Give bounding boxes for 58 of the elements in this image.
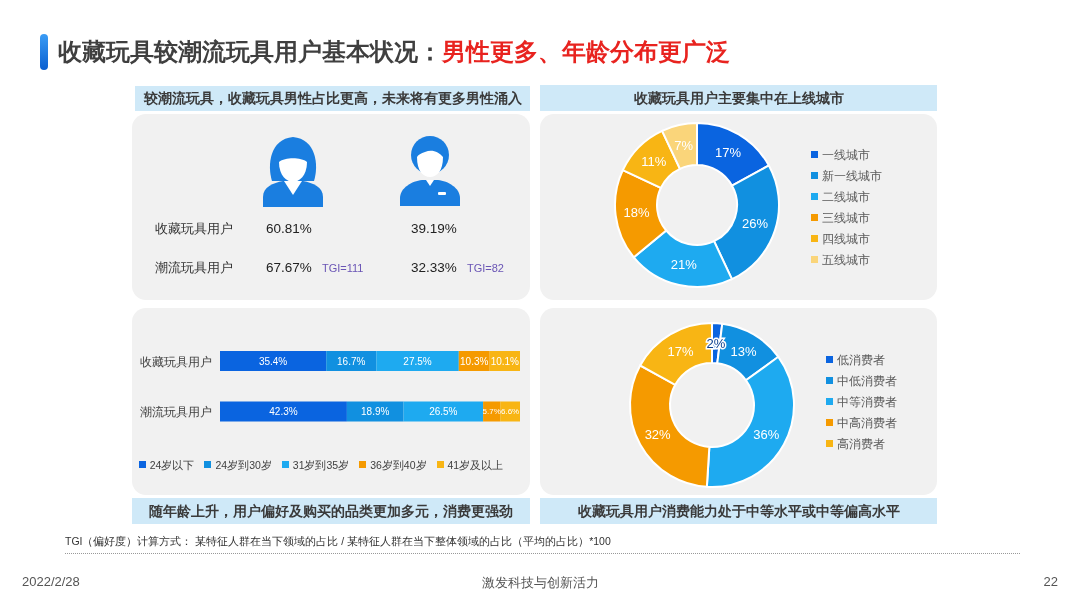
legend-label: 低消费者 — [837, 353, 885, 367]
text: 67.67% — [266, 260, 312, 275]
text: TGI=111 — [322, 261, 364, 276]
category-label: 潮流玩具用户 — [155, 260, 233, 275]
data-label: 17% — [667, 344, 694, 360]
data-label: 13% — [730, 344, 757, 360]
data-label: 6.6% — [500, 407, 520, 416]
legend-label: 五线城市 — [822, 253, 870, 267]
text: TGI=82 — [467, 261, 504, 276]
legend-label: 24岁以下 — [149, 459, 195, 471]
legend-label: 新一线城市 — [822, 169, 882, 183]
legend-label: 41岁及以上 — [447, 459, 504, 471]
bar — [220, 351, 327, 371]
data-label: 17% — [715, 144, 742, 160]
text: 60.81% — [266, 221, 312, 236]
text: 收藏玩具用户消费能力处于中等水平或中等偏高水平 — [540, 498, 937, 524]
bar — [220, 401, 347, 422]
text: 男性更多、年龄分布更广泛 — [442, 38, 730, 65]
data-label: 18.9% — [361, 406, 390, 417]
legend-label: 中低消费者 — [837, 374, 897, 388]
data-label: 42.3% — [269, 406, 298, 417]
legend-label: 四线城市 — [822, 232, 870, 246]
data-label: 27.5% — [403, 355, 432, 367]
legend-label: 高消费者 — [837, 437, 885, 451]
data-label: 21% — [670, 257, 698, 273]
data-label: 26.5% — [429, 406, 458, 417]
legend-label: 三线城市 — [822, 211, 870, 225]
data-label: 5.7% — [482, 407, 501, 416]
legend-label: 31岁到35岁 — [292, 459, 350, 471]
text: 39.19% — [411, 221, 457, 236]
legend-label: 中等消费者 — [837, 395, 897, 409]
text: 22 — [1043, 574, 1058, 589]
bar — [376, 351, 459, 371]
text: 收藏玩具较潮流玩具用户基本状况： — [58, 38, 442, 65]
data-label: 36% — [753, 427, 780, 443]
legend-label: 24岁到30岁 — [215, 459, 272, 471]
data-label: 18% — [623, 205, 650, 221]
text: 随年龄上升，用户偏好及购买的品类更加多元，消费更强劲 — [132, 498, 530, 524]
chart-title: 收藏玩具用户主要集中在上线城市 — [540, 85, 937, 111]
data-label: 10.3% — [460, 355, 489, 367]
bar — [403, 401, 484, 422]
data-label: 16.7% — [337, 355, 366, 367]
category-label: 收藏玩具用户 — [155, 221, 233, 236]
data-label: 26% — [742, 216, 769, 232]
data-label: 35.4% — [258, 355, 288, 367]
data-label: 7% — [674, 137, 694, 153]
legend-label: 一线城市 — [822, 148, 870, 162]
text: 2022/2/28 — [22, 574, 80, 589]
legend-label: 中高消费者 — [837, 416, 897, 430]
data-label: 11% — [641, 154, 667, 170]
text: 32.33% — [411, 260, 457, 275]
data-label: 10.1% — [490, 355, 520, 367]
text: TGI（偏好度）计算方式： 某特征人群在当下领域的占比 / 某特征人群在当下整体领域的占比（平均的占比）*100 — [65, 535, 611, 549]
text: 激发科技与创新活力 — [481, 575, 599, 590]
data-label: 32% — [644, 427, 672, 443]
legend-label: 36岁到40岁 — [370, 459, 427, 471]
text: 较潮流玩具，收藏玩具男性占比更高，未来将有更多男性涌入 — [135, 86, 530, 111]
legend-label: 二线城市 — [822, 190, 870, 204]
